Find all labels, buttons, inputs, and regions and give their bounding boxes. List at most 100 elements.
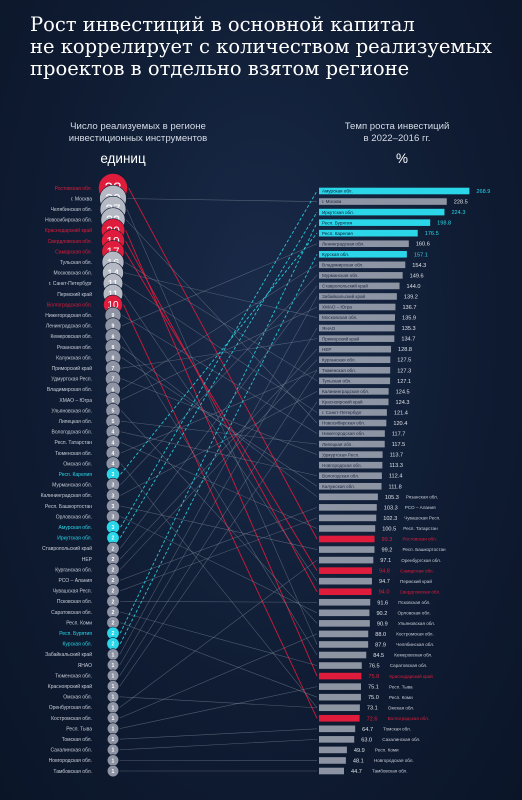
chart-title-line-3: проектов в отдельно взятом регионе (30, 57, 410, 80)
left-value-label: 4 (112, 440, 115, 446)
connection-line (120, 410, 318, 624)
left-value-label: 7 (112, 366, 115, 372)
connection-line (124, 272, 318, 318)
left-value-label: 1 (112, 758, 115, 764)
left-region-label: Респ. Бурятия (59, 631, 92, 637)
right-region-label: Рязанская обл. (406, 495, 438, 500)
right-value-label: 144.0 (407, 284, 421, 290)
right-value-label: 88.0 (375, 632, 386, 638)
left-value-label: 1 (112, 695, 115, 701)
left-region-label: Иркутская обл. (57, 536, 92, 542)
connection-line (123, 293, 318, 582)
left-value-label: 8 (112, 345, 115, 351)
right-value-bar (319, 736, 355, 743)
connection-line (120, 275, 318, 485)
right-value-bar (319, 504, 377, 511)
right-value-bar (319, 240, 409, 248)
right-value-bar (319, 324, 395, 332)
right-value-label: 90.9 (377, 621, 388, 627)
right-region-label: г. Санкт-Петербург (322, 410, 362, 415)
right-region-label: Тюменская обл. (322, 368, 356, 373)
right-value-label: 63.0 (361, 737, 372, 743)
left-value-label: 2 (112, 567, 115, 573)
right-value-label: 99.2 (381, 548, 392, 554)
left-value-label: 4 (112, 451, 115, 457)
left-region-label: Курганская обл. (55, 567, 92, 573)
right-value-label: 73.1 (367, 706, 378, 712)
right-value-label: 176.5 (425, 231, 439, 237)
right-value-bar (319, 440, 385, 448)
left-region-label: Ленинградская обл. (46, 324, 92, 330)
right-value-label: 49.9 (354, 748, 365, 754)
right-region-label: НЕР (322, 347, 331, 352)
right-region-label: Нижегородская обл. (322, 431, 365, 436)
left-region-label: Тамбовская обл. (53, 769, 92, 775)
left-region-label: Орловская обл. (56, 514, 92, 520)
right-region-label: Респ. Коми (375, 748, 399, 753)
left-region-label: Красноярский край (48, 683, 92, 690)
left-region-label: Свердловская обл. (48, 239, 92, 245)
right-value-label: 44.7 (351, 769, 362, 775)
right-region-label: Костромская обл. (396, 632, 434, 637)
right-region-label: Респ. Бурятия (322, 220, 353, 225)
connection-line (121, 336, 318, 656)
left-region-label: Респ. Тыва (66, 726, 92, 732)
left-value-label: 4 (112, 430, 115, 436)
right-region-label: Свердловская обл. (400, 589, 441, 594)
left-value-label: 10 (107, 300, 119, 311)
left-value-label: 1 (112, 673, 115, 679)
connection-line (127, 198, 318, 202)
left-column: Ростовская обл.38г. Москва30Челябинская … (41, 173, 128, 778)
right-region-label: Чувашская Респ. (404, 516, 440, 521)
left-region-label: Оренбургская обл. (49, 705, 92, 711)
right-value-bar (319, 672, 362, 680)
right-value-label: 154.3 (412, 263, 426, 269)
right-region-label: Новосибирская обл. (322, 421, 365, 426)
right-value-bar (319, 714, 360, 722)
right-region-label: Калужская обл. (322, 484, 355, 489)
left-column-unit: единиц (100, 151, 146, 166)
right-value-label: 224.3 (451, 210, 465, 216)
right-value-label: 94.8 (379, 569, 390, 575)
left-region-label: Удмуртская Респ. (51, 377, 92, 383)
right-value-label: 84.5 (373, 653, 384, 659)
right-header-line-1: Темп роста инвестиций (344, 121, 450, 132)
left-region-label: РСО – Алания (58, 578, 92, 584)
right-value-label: 75.8 (368, 674, 379, 680)
connection-line (125, 230, 318, 677)
left-region-label: Волгоградская обл. (47, 302, 92, 308)
left-value-label: 1 (112, 726, 115, 732)
left-region-label: г. Москва (71, 196, 92, 202)
left-value-label: 1 (112, 716, 115, 722)
right-region-label: Новгородская обл. (374, 758, 414, 763)
left-region-label: Саратовская обл. (51, 610, 92, 616)
left-region-label: Ставропольский край (42, 545, 92, 552)
right-region-label: Тульская обл. (322, 379, 351, 384)
right-value-label: 120.4 (393, 421, 407, 427)
right-value-bar (319, 356, 391, 364)
left-value-label: 2 (112, 546, 115, 552)
right-value-label: 139.2 (404, 294, 418, 300)
right-region-label: Томская обл. (383, 727, 411, 732)
left-region-label: Мурманская обл. (52, 483, 92, 489)
right-region-label: ЯНАО (322, 326, 336, 331)
left-value-label: 6 (112, 387, 115, 393)
right-region-label: Новгородская обл. (322, 463, 362, 468)
right-value-label: 268.9 (476, 189, 490, 195)
left-value-label: 5 (112, 408, 115, 414)
left-region-label: Новосибирская обл. (45, 218, 92, 224)
right-column-unit: % (395, 151, 408, 166)
right-value-bar (319, 725, 356, 733)
chart-title-line-1: Рост инвестиций в основной капитал (30, 13, 415, 36)
right-value-bar (319, 377, 391, 385)
left-region-label: Пермский край (57, 291, 92, 298)
right-value-label: 102.3 (383, 516, 397, 522)
right-header-line-2: в 2022–2016 гг. (363, 133, 431, 144)
right-value-bar (319, 366, 391, 374)
left-value-label: 2 (112, 536, 115, 542)
right-region-label: Оренбургская обл. (401, 558, 441, 563)
left-value-label: 3 (112, 514, 115, 520)
left-region-label: Тульская обл. (60, 260, 92, 266)
right-value-bar (319, 641, 369, 648)
right-value-label: 111.8 (389, 484, 402, 490)
